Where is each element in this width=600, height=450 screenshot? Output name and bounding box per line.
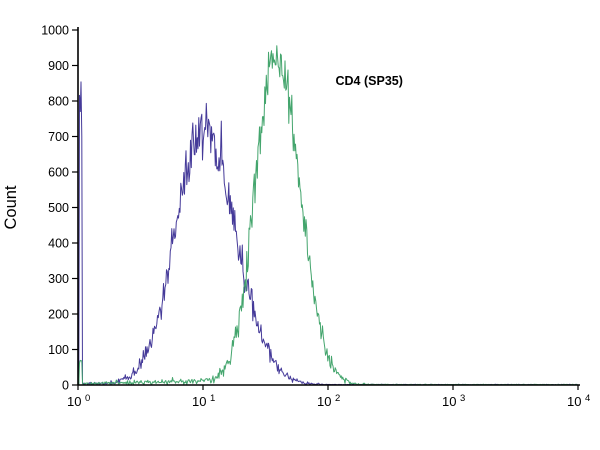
y-tick-label: 900 [48, 59, 69, 73]
x-tick-label: 10 0 [67, 393, 90, 409]
control-histogram-curve [77, 81, 578, 386]
y-tick-label: 400 [48, 237, 69, 251]
y-tick-label: 200 [48, 308, 69, 322]
annotation-cd4-sp35: CD4 (SP35) [336, 74, 403, 88]
y-tick-label: 0 [62, 379, 69, 393]
y-tick-label: 800 [48, 95, 69, 109]
x-tick-label: 10 3 [442, 393, 465, 409]
y-tick-label: 300 [48, 272, 69, 286]
x-tick-label: 10 2 [317, 393, 340, 409]
x-tick-label: 10 4 [567, 393, 590, 409]
y-axis-title: Count [2, 185, 20, 229]
y-tick-label: 700 [48, 130, 69, 144]
x-tick-label: 10 1 [192, 393, 215, 409]
y-tick-label: 100 [48, 343, 69, 357]
y-tick-label: 500 [48, 201, 69, 215]
y-tick-label: 1000 [41, 24, 69, 38]
y-tick-label: 600 [48, 166, 69, 180]
